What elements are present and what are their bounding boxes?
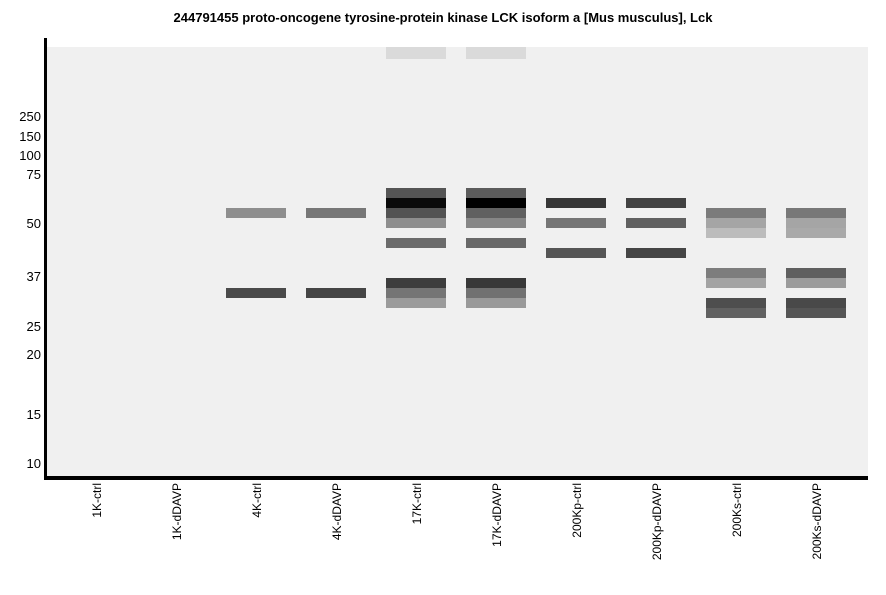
gel-band-200ks-ddavp-28kda <box>786 308 846 318</box>
x-tick-label-1k-ctrl: 1K-ctrl <box>90 483 104 518</box>
gel-band-17k-ddavp-35kda <box>466 278 526 288</box>
gel-band-17k-ctrl-65kda <box>386 188 446 198</box>
y-tick-label-15: 15 <box>26 407 41 422</box>
y-tick-label-100: 100 <box>19 148 41 163</box>
chart-title: 244791455 proto-oncogene tyrosine-protei… <box>173 10 713 25</box>
gel-band-4k-ddavp-32kda <box>306 288 366 298</box>
gel-band-200ks-ctrl-30kda <box>706 298 766 308</box>
x-tick-label-200kp-ctrl: 200Kp-ctrl <box>570 483 584 538</box>
gel-band-4k-ddavp-54kda <box>306 208 366 218</box>
gel-band-17k-ctrl-59kda <box>386 198 446 208</box>
gel-band-200ks-ddavp-38kda <box>786 268 846 278</box>
y-axis-spine <box>44 38 47 480</box>
y-tick-label-25: 25 <box>26 319 41 334</box>
gel-band-200ks-ctrl-38kda <box>706 268 766 278</box>
gel-band-17k-ctrl-35kda <box>386 278 446 288</box>
gel-band-200ks-ctrl-35kda <box>706 278 766 288</box>
x-tick-label-4k-ctrl: 4K-ctrl <box>250 483 264 518</box>
gel-band-200ks-ddavp-47kda <box>786 228 846 238</box>
y-tick-label-75: 75 <box>26 167 41 182</box>
gel-band-200ks-ctrl-54kda <box>706 208 766 218</box>
gel-band-17k-ctrl-50kda <box>386 218 446 228</box>
gel-band-17k-ctrl-30kda <box>386 298 446 308</box>
gel-band-200kp-ddavp-42kda <box>626 248 686 258</box>
gel-band-17k-ddavp-65kda <box>466 188 526 198</box>
x-tick-label-4k-ddavp: 4K-dDAVP <box>330 483 344 541</box>
gel-band-200ks-ctrl-47kda <box>706 228 766 238</box>
y-tick-label-10: 10 <box>26 456 41 471</box>
gel-band-200ks-ctrl-28kda <box>706 308 766 318</box>
gel-band-200kp-ctrl-50kda <box>546 218 606 228</box>
x-tick-label-17k-ctrl: 17K-ctrl <box>410 483 424 525</box>
gel-band-17k-ctrl-45kda <box>386 238 446 248</box>
x-tick-label-1k-ddavp: 1K-dDAVP <box>170 483 184 541</box>
gel-band-17k-ctrl-32kda <box>386 288 446 298</box>
gel-band-200ks-ddavp-50kda <box>786 218 846 228</box>
gel-band-17k-ddavp-45kda <box>466 238 526 248</box>
gel-band-200ks-ddavp-30kda <box>786 298 846 308</box>
y-tick-label-20: 20 <box>26 347 41 362</box>
gel-band-17k-ddavp-59kda <box>466 198 526 208</box>
gel-band-17k-ddavp-50kda <box>466 218 526 228</box>
gel-band-200kp-ddavp-59kda <box>626 198 686 208</box>
x-axis-spine <box>44 476 868 480</box>
y-tick-label-50: 50 <box>26 216 41 231</box>
gel-band-17k-ddavp-32kda <box>466 288 526 298</box>
gel-band-4k-ctrl-32kda <box>226 288 286 298</box>
gel-band-200ks-ctrl-50kda <box>706 218 766 228</box>
x-tick-label-17k-ddavp: 17K-dDAVP <box>490 483 504 547</box>
gel-band-17k-ddavp-54kda <box>466 208 526 218</box>
x-tick-label-200kp-ddavp: 200Kp-dDAVP <box>650 483 664 561</box>
y-tick-label-150: 150 <box>19 129 41 144</box>
gel-band-200kp-ctrl-59kda <box>546 198 606 208</box>
x-tick-label-200ks-ctrl: 200Ks-ctrl <box>730 483 744 538</box>
gel-band-200kp-ctrl-42kda <box>546 248 606 258</box>
gel-band-17k-ctrl-54kda <box>386 208 446 218</box>
gel-band-200kp-ddavp-50kda <box>626 218 686 228</box>
x-tick-label-200ks-ddavp: 200Ks-dDAVP <box>810 483 824 560</box>
gel-band-200ks-ddavp-54kda <box>786 208 846 218</box>
gel-band-4k-ctrl-54kda <box>226 208 286 218</box>
gel-band-17k-ddavp-top <box>466 47 526 59</box>
y-tick-label-250: 250 <box>19 109 41 124</box>
gel-band-200ks-ddavp-35kda <box>786 278 846 288</box>
gel-plot-area <box>47 47 868 476</box>
gel-band-17k-ddavp-30kda <box>466 298 526 308</box>
gel-band-17k-ctrl-top <box>386 47 446 59</box>
y-tick-label-37: 37 <box>26 269 41 284</box>
